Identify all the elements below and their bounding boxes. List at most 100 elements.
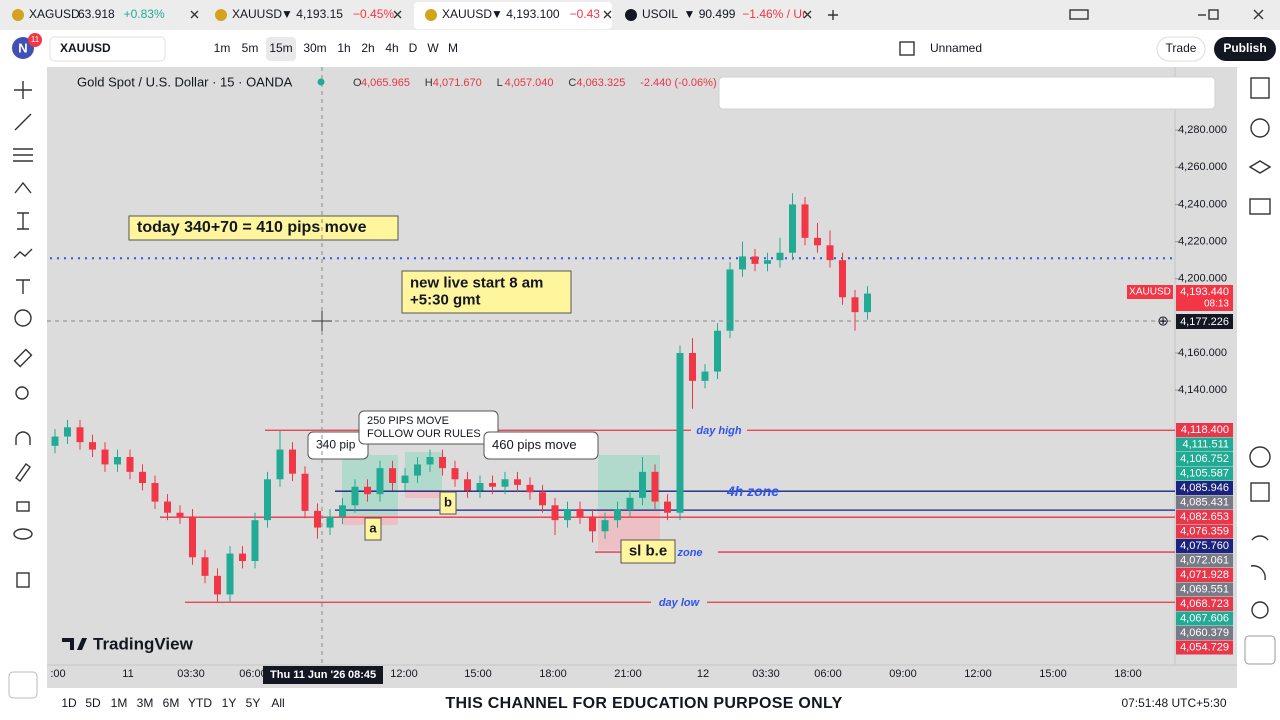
interval[interactable]: D [409, 41, 418, 55]
range-button[interactable]: All [271, 696, 284, 710]
tab[interactable] [614, 2, 812, 29]
add-button[interactable]: ⊕ [1157, 313, 1169, 329]
annotation-box[interactable] [483, 431, 599, 460]
range-button[interactable]: 1M [111, 696, 128, 710]
brush-tool[interactable] [13, 248, 33, 259]
calendar[interactable] [1250, 482, 1270, 502]
symbol-name[interactable]: XAUUSD [60, 41, 111, 55]
annotation-text: 250 PIPS MOVE [367, 415, 449, 427]
range-button[interactable]: 5Y [246, 696, 261, 710]
trade-label[interactable]: Trade [1166, 41, 1197, 55]
price-label-bg [1176, 423, 1233, 437]
annotation-box[interactable] [620, 539, 676, 564]
tab-close[interactable] [393, 10, 402, 19]
hide-tool[interactable] [13, 528, 33, 540]
candle-body [589, 516, 596, 532]
annotation-box[interactable] [401, 270, 572, 314]
layout-name[interactable]: Unnamed [930, 41, 982, 55]
tab[interactable] [204, 2, 402, 29]
publish-button[interactable] [1214, 37, 1276, 61]
annotation-box[interactable] [307, 431, 369, 460]
interval[interactable]: 1m [214, 41, 231, 55]
trade-button[interactable] [1156, 36, 1206, 62]
window-icon[interactable] [1069, 9, 1089, 20]
price-label-bg [1176, 597, 1233, 611]
tab-close[interactable] [190, 10, 199, 19]
publish-label[interactable]: Publish [1223, 41, 1266, 55]
icon-tool[interactable] [14, 309, 32, 327]
delete-tool[interactable] [16, 572, 30, 588]
range-button[interactable]: 1D [61, 696, 77, 710]
candle-body [176, 512, 184, 517]
annotation-text: new live start 8 am [410, 274, 543, 291]
watchlist[interactable] [1250, 77, 1270, 99]
favorites[interactable] [8, 671, 38, 699]
symbol-search[interactable] [49, 36, 166, 62]
sidebar-icons[interactable] [1244, 77, 1276, 665]
new-tab[interactable] [828, 10, 838, 20]
range-button[interactable]: 6M [163, 696, 180, 710]
close[interactable] [1253, 9, 1264, 20]
candle-body [289, 449, 296, 474]
annotation-text: +5:30 gmt [410, 291, 480, 308]
trend-line-tool[interactable] [14, 113, 32, 131]
profit-zone [342, 455, 398, 515]
candle-body [751, 256, 759, 264]
annotation-box[interactable] [439, 491, 457, 515]
time-tick-label: 03:30 [752, 668, 780, 680]
range-button[interactable]: 1Y [222, 696, 237, 710]
tab-symbol: XAUUSD [232, 7, 282, 21]
price-label: 4,082.653 [1180, 511, 1229, 523]
range-button[interactable]: YTD [188, 696, 212, 710]
interval[interactable]: 1h [337, 41, 350, 55]
lock-drawings[interactable] [15, 463, 31, 482]
broadcast[interactable] [1250, 565, 1266, 581]
price-label: 4,067.606 [1180, 612, 1229, 624]
pattern-tool[interactable] [14, 181, 32, 194]
tab-icon [625, 9, 637, 21]
interval[interactable]: 4h [385, 41, 398, 55]
zoom-tool[interactable] [15, 386, 29, 400]
crosshair-tool[interactable] [14, 81, 32, 99]
lock-tool[interactable] [16, 501, 30, 512]
interval[interactable]: W [427, 41, 439, 55]
floating-toolbar[interactable] [718, 76, 1216, 110]
alerts[interactable] [1250, 118, 1270, 138]
tab-price: ▼ 4,193.100 [491, 7, 560, 21]
magnet-tool[interactable] [15, 431, 31, 445]
interval[interactable]: M [448, 41, 458, 55]
range-button[interactable]: 5D [85, 696, 101, 710]
chat[interactable] [1249, 198, 1271, 215]
range-button[interactable]: 3M [137, 696, 154, 710]
candle-body [414, 464, 421, 476]
fib-tool[interactable] [13, 148, 33, 162]
brand: TradingView [93, 634, 194, 653]
tab[interactable] [414, 2, 612, 29]
annotation-box[interactable] [364, 517, 382, 541]
measure-tool[interactable] [13, 348, 33, 368]
window-controls[interactable] [828, 9, 1264, 20]
layout-icon[interactable] [899, 41, 915, 56]
tab-close[interactable] [603, 10, 612, 19]
target[interactable] [1249, 446, 1271, 468]
interval[interactable]: 15m [269, 41, 292, 55]
text-tool[interactable] [16, 279, 30, 294]
interval[interactable]: 2h [361, 41, 374, 55]
price-label-bg [1176, 481, 1233, 495]
apps[interactable] [1244, 635, 1276, 665]
annotation-text: a [369, 520, 377, 535]
forecast-tool[interactable] [17, 212, 29, 230]
interval[interactable]: 30m [303, 41, 326, 55]
time-tick-label: 21:00 [614, 668, 642, 680]
annotation-box[interactable] [128, 215, 399, 241]
tab-close[interactable] [803, 10, 812, 19]
signal[interactable] [1251, 535, 1269, 541]
drawing-tools[interactable] [8, 81, 38, 699]
tab[interactable] [1, 2, 199, 29]
maximize[interactable] [1208, 9, 1219, 20]
annotation-box[interactable] [358, 410, 499, 445]
interval[interactable]: 5m [242, 41, 259, 55]
layers[interactable] [1248, 160, 1272, 174]
ohlc-value: 4,065.965 [361, 77, 410, 89]
help[interactable] [1251, 601, 1269, 619]
